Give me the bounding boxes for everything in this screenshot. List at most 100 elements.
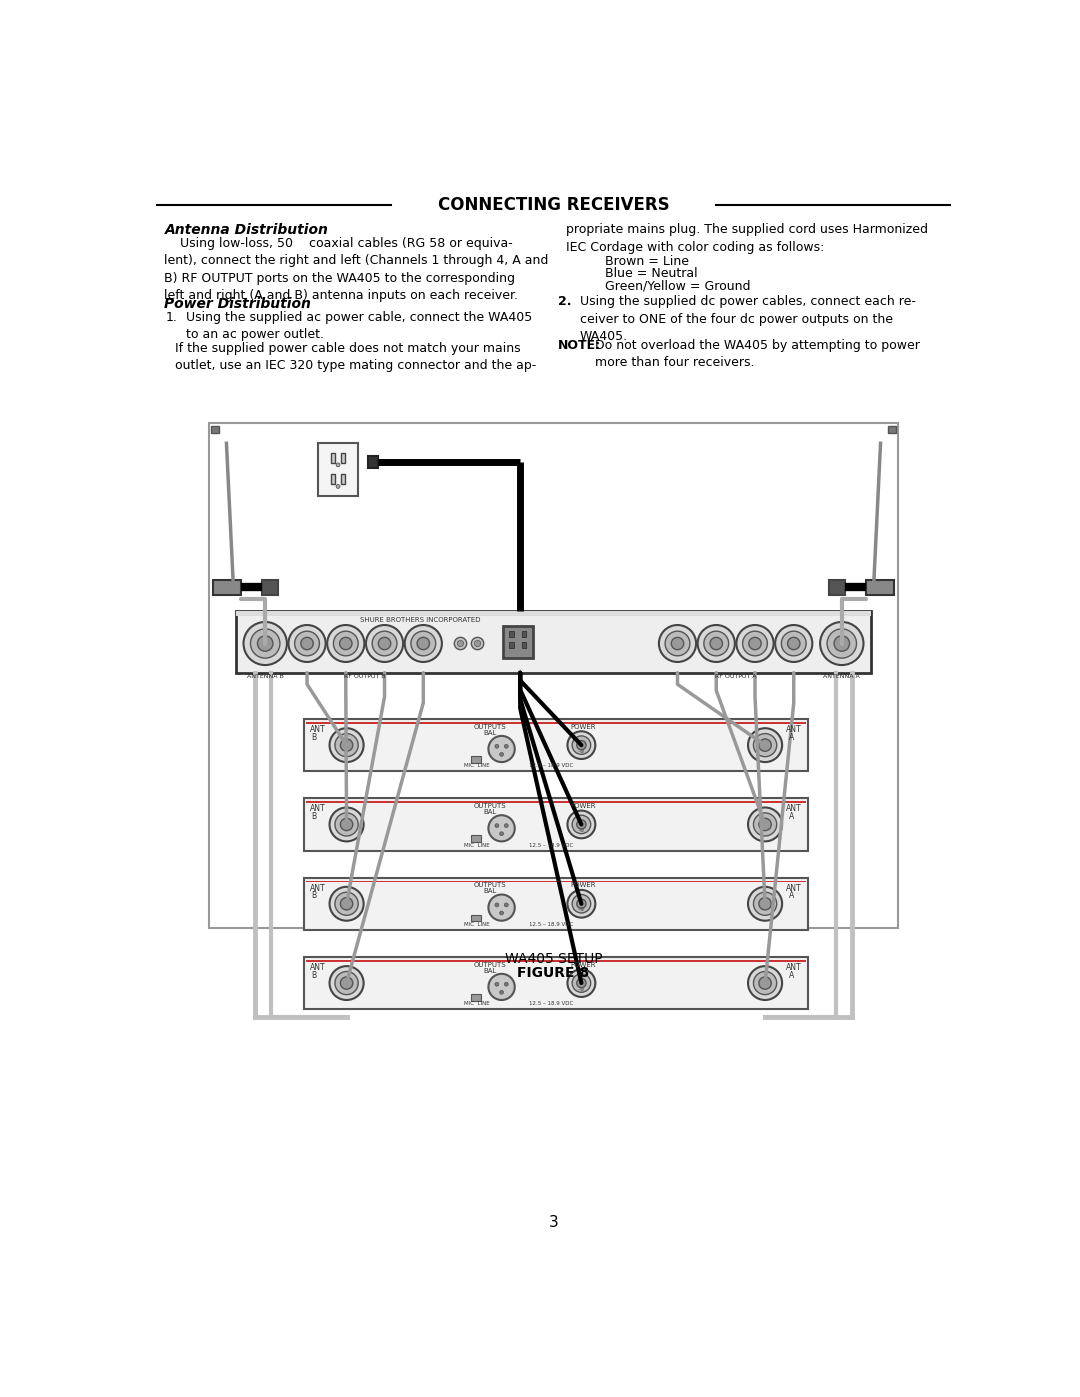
- Text: A: A: [789, 971, 795, 979]
- Text: –⊕: –⊕: [578, 749, 585, 754]
- Text: Green/Yellow = Ground: Green/Yellow = Ground: [605, 279, 751, 292]
- Circle shape: [577, 820, 586, 828]
- Circle shape: [759, 739, 771, 752]
- Text: Antenna Distribution: Antenna Distribution: [164, 224, 328, 237]
- Circle shape: [243, 622, 287, 665]
- Text: 2.: 2.: [558, 295, 571, 309]
- Circle shape: [373, 631, 397, 655]
- Bar: [341, 474, 345, 485]
- Circle shape: [340, 819, 353, 831]
- Circle shape: [704, 631, 729, 655]
- Bar: [303, 798, 808, 851]
- Circle shape: [340, 977, 353, 989]
- Bar: [471, 993, 482, 1000]
- Circle shape: [577, 978, 586, 988]
- Text: ANT: ANT: [310, 963, 326, 972]
- Text: POWER: POWER: [570, 803, 596, 809]
- Circle shape: [340, 898, 353, 909]
- Bar: [332, 474, 335, 485]
- Circle shape: [748, 728, 782, 763]
- Text: RF OUTPUT B: RF OUTPUT B: [345, 675, 386, 679]
- Bar: [306, 880, 806, 882]
- Circle shape: [504, 902, 509, 907]
- Circle shape: [754, 893, 777, 915]
- Circle shape: [471, 637, 484, 650]
- Circle shape: [748, 967, 782, 1000]
- Circle shape: [405, 624, 442, 662]
- Circle shape: [339, 637, 352, 650]
- Text: SHURE BROTHERS INCORPORATED: SHURE BROTHERS INCORPORATED: [360, 616, 481, 623]
- Circle shape: [572, 816, 591, 834]
- Circle shape: [500, 831, 503, 835]
- Circle shape: [488, 974, 515, 1000]
- Circle shape: [567, 731, 595, 759]
- Text: BAL: BAL: [483, 809, 497, 814]
- Bar: [306, 722, 806, 724]
- Text: BAL: BAL: [483, 968, 497, 974]
- Circle shape: [329, 728, 364, 763]
- Text: Blue = Neutral: Blue = Neutral: [605, 267, 698, 281]
- Circle shape: [301, 637, 313, 650]
- Bar: [213, 580, 241, 595]
- Circle shape: [335, 893, 359, 915]
- Text: OUTPUTS: OUTPUTS: [474, 882, 507, 888]
- Text: Using the supplied dc power cables, connect each re-
ceiver to ONE of the four d: Using the supplied dc power cables, conn…: [580, 295, 916, 344]
- Circle shape: [754, 733, 777, 757]
- Circle shape: [366, 624, 403, 662]
- Text: NOTE:: NOTE:: [558, 338, 602, 352]
- Circle shape: [567, 810, 595, 838]
- Circle shape: [710, 637, 723, 650]
- Circle shape: [504, 745, 509, 749]
- Circle shape: [759, 819, 771, 831]
- Circle shape: [495, 902, 499, 907]
- Circle shape: [672, 637, 684, 650]
- Circle shape: [455, 637, 467, 650]
- Circle shape: [335, 971, 359, 995]
- Text: ANT: ANT: [310, 805, 326, 813]
- Text: 12.5 – 18.9 VDC: 12.5 – 18.9 VDC: [529, 922, 573, 926]
- Bar: [522, 631, 526, 637]
- Text: Using the supplied ac power cable, connect the WA405
to an ac power outlet.: Using the supplied ac power cable, conne…: [186, 312, 532, 341]
- Bar: [262, 580, 278, 595]
- Circle shape: [577, 900, 586, 908]
- Circle shape: [834, 636, 850, 651]
- Bar: [211, 426, 218, 433]
- Text: MIC  LINE: MIC LINE: [464, 842, 490, 848]
- Text: RF OUTPUT A: RF OUTPUT A: [715, 675, 756, 679]
- Bar: [341, 453, 345, 462]
- Text: A: A: [789, 891, 795, 901]
- Circle shape: [295, 631, 320, 655]
- Text: BAL: BAL: [483, 888, 497, 894]
- Bar: [367, 455, 378, 468]
- Text: Power Distribution: Power Distribution: [164, 298, 311, 312]
- Text: ANT: ANT: [786, 725, 801, 733]
- Circle shape: [329, 807, 364, 841]
- Circle shape: [336, 462, 340, 467]
- Text: Do not overload the WA405 by attempting to power
more than four receivers.: Do not overload the WA405 by attempting …: [595, 338, 920, 369]
- Bar: [332, 453, 335, 462]
- Text: Brown = Line: Brown = Line: [605, 256, 689, 268]
- Circle shape: [698, 624, 734, 662]
- Circle shape: [577, 740, 586, 750]
- Text: A: A: [789, 812, 795, 821]
- Text: MIC  LINE: MIC LINE: [464, 922, 490, 926]
- Circle shape: [488, 816, 515, 841]
- Text: ANT: ANT: [786, 805, 801, 813]
- Circle shape: [336, 485, 340, 489]
- Text: CONNECTING RECEIVERS: CONNECTING RECEIVERS: [437, 197, 670, 214]
- Bar: [889, 426, 896, 433]
- Bar: [510, 643, 514, 648]
- Circle shape: [659, 624, 697, 662]
- Circle shape: [288, 624, 326, 662]
- Circle shape: [500, 911, 503, 915]
- Circle shape: [474, 640, 481, 647]
- Bar: [471, 915, 482, 922]
- Bar: [829, 580, 845, 595]
- Circle shape: [251, 629, 280, 658]
- Text: 3: 3: [549, 1215, 558, 1229]
- Circle shape: [504, 824, 509, 827]
- FancyBboxPatch shape: [503, 626, 532, 658]
- Text: 1.: 1.: [166, 312, 178, 324]
- Text: Using low-loss, 50    coaxial cables (RG 58 or equiva-
lent), connect the right : Using low-loss, 50 coaxial cables (RG 58…: [164, 237, 549, 302]
- Circle shape: [665, 631, 690, 655]
